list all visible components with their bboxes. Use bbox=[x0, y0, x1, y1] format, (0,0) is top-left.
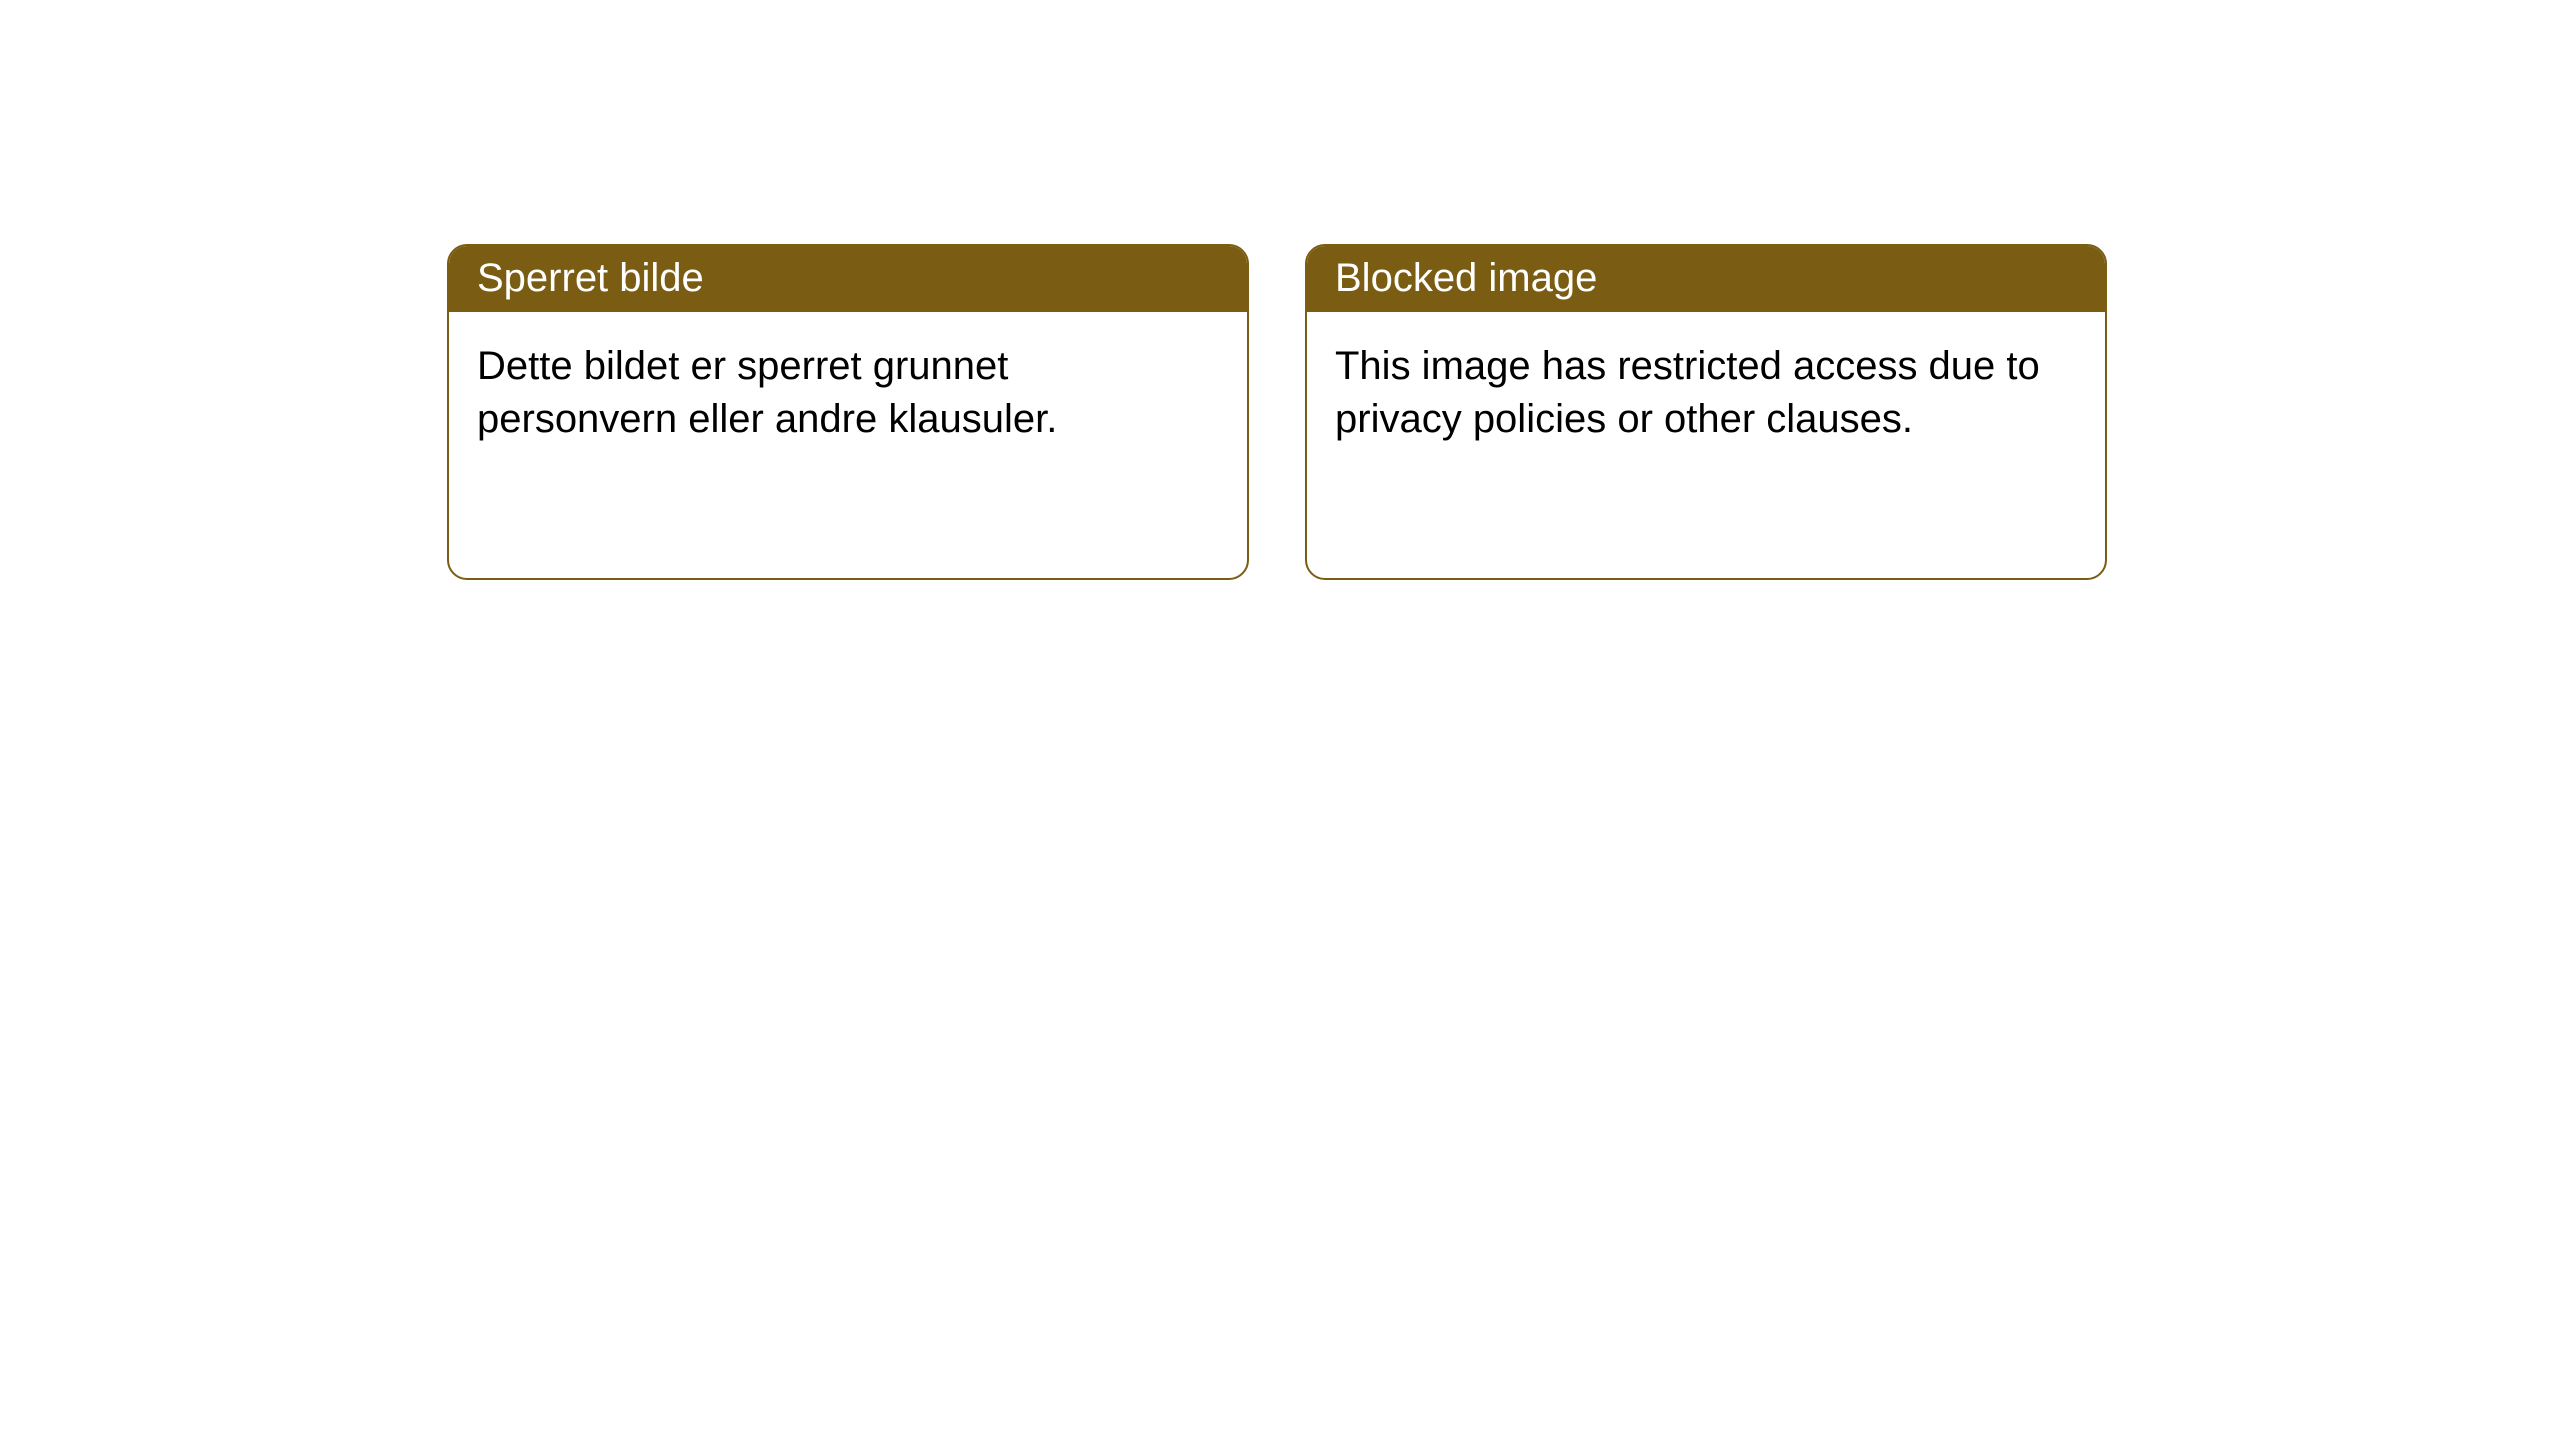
notice-container: Sperret bilde Dette bildet er sperret gr… bbox=[447, 244, 2107, 580]
notice-header: Sperret bilde bbox=[449, 246, 1247, 312]
notice-box-english: Blocked image This image has restricted … bbox=[1305, 244, 2107, 580]
notice-body: Dette bildet er sperret grunnet personve… bbox=[449, 312, 1247, 474]
notice-header: Blocked image bbox=[1307, 246, 2105, 312]
notice-box-norwegian: Sperret bilde Dette bildet er sperret gr… bbox=[447, 244, 1249, 580]
notice-body: This image has restricted access due to … bbox=[1307, 312, 2105, 474]
